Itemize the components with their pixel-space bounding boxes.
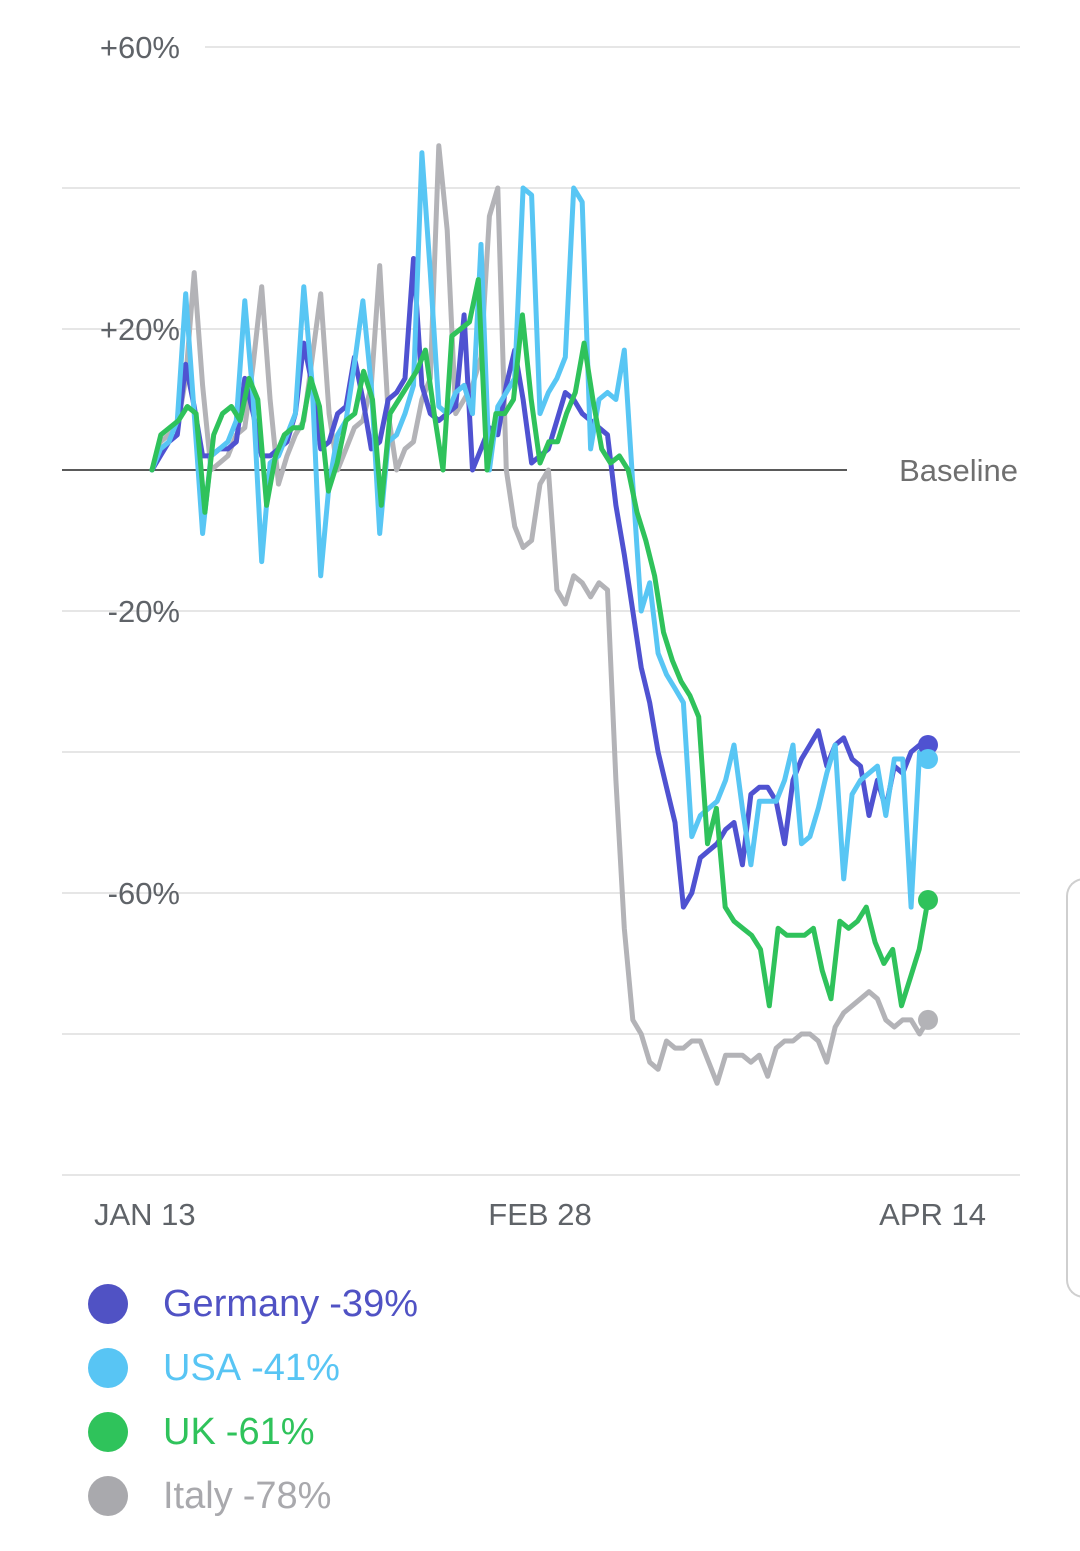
endpoint-uk [918, 890, 938, 911]
x-axis-ticks: JAN 13 FEB 28 APR 14 [94, 1197, 986, 1232]
legend-dot-usa [88, 1348, 128, 1388]
x-tick-label: APR 14 [879, 1197, 986, 1232]
legend: Germany -39% USA -41% UK -61% Italy -78% [88, 1272, 418, 1528]
legend-name: USA [163, 1346, 242, 1389]
series-line-italy [149, 143, 931, 1086]
legend-value: -41% [251, 1346, 340, 1389]
series-line-usa [149, 150, 931, 910]
series-lines [149, 143, 931, 1086]
series-endpoints [918, 734, 938, 1030]
legend-item-uk[interactable]: UK -61% [88, 1400, 418, 1464]
y-tick-label: +20% [100, 312, 180, 347]
legend-value: -39% [329, 1282, 418, 1325]
endpoint-germany [918, 734, 938, 755]
legend-dot-italy [88, 1476, 128, 1516]
legend-item-italy[interactable]: Italy -78% [88, 1464, 418, 1528]
legend-value: -78% [242, 1474, 332, 1517]
legend-name: Germany [163, 1282, 320, 1325]
gridlines [62, 46, 1020, 1176]
series-line-uk [149, 277, 931, 1009]
y-tick-label: -60% [108, 876, 180, 911]
mobility-chart: Baseline +60% +20% -20% -60% JAN 13 FEB 28 AP… [62, 30, 1020, 1232]
y-axis-ticks: +60% +20% -20% -60% [100, 30, 180, 911]
endpoint-italy [918, 1009, 938, 1030]
x-tick-label: FEB 28 [488, 1197, 591, 1232]
legend-item-germany[interactable]: Germany -39% [88, 1272, 418, 1336]
legend-dot-uk [88, 1412, 128, 1452]
y-tick-label: -20% [108, 594, 180, 629]
legend-name: Italy [163, 1474, 233, 1517]
y-tick-label: +60% [100, 30, 180, 65]
endpoint-usa [918, 749, 938, 770]
baseline-label: Baseline [899, 453, 1018, 488]
x-tick-label: JAN 13 [94, 1197, 196, 1232]
legend-name: UK [163, 1410, 216, 1453]
legend-dot-germany [88, 1284, 128, 1324]
scroll-handle[interactable] [1066, 878, 1080, 1298]
legend-item-usa[interactable]: USA -41% [88, 1336, 418, 1400]
legend-value: -61% [225, 1410, 315, 1453]
